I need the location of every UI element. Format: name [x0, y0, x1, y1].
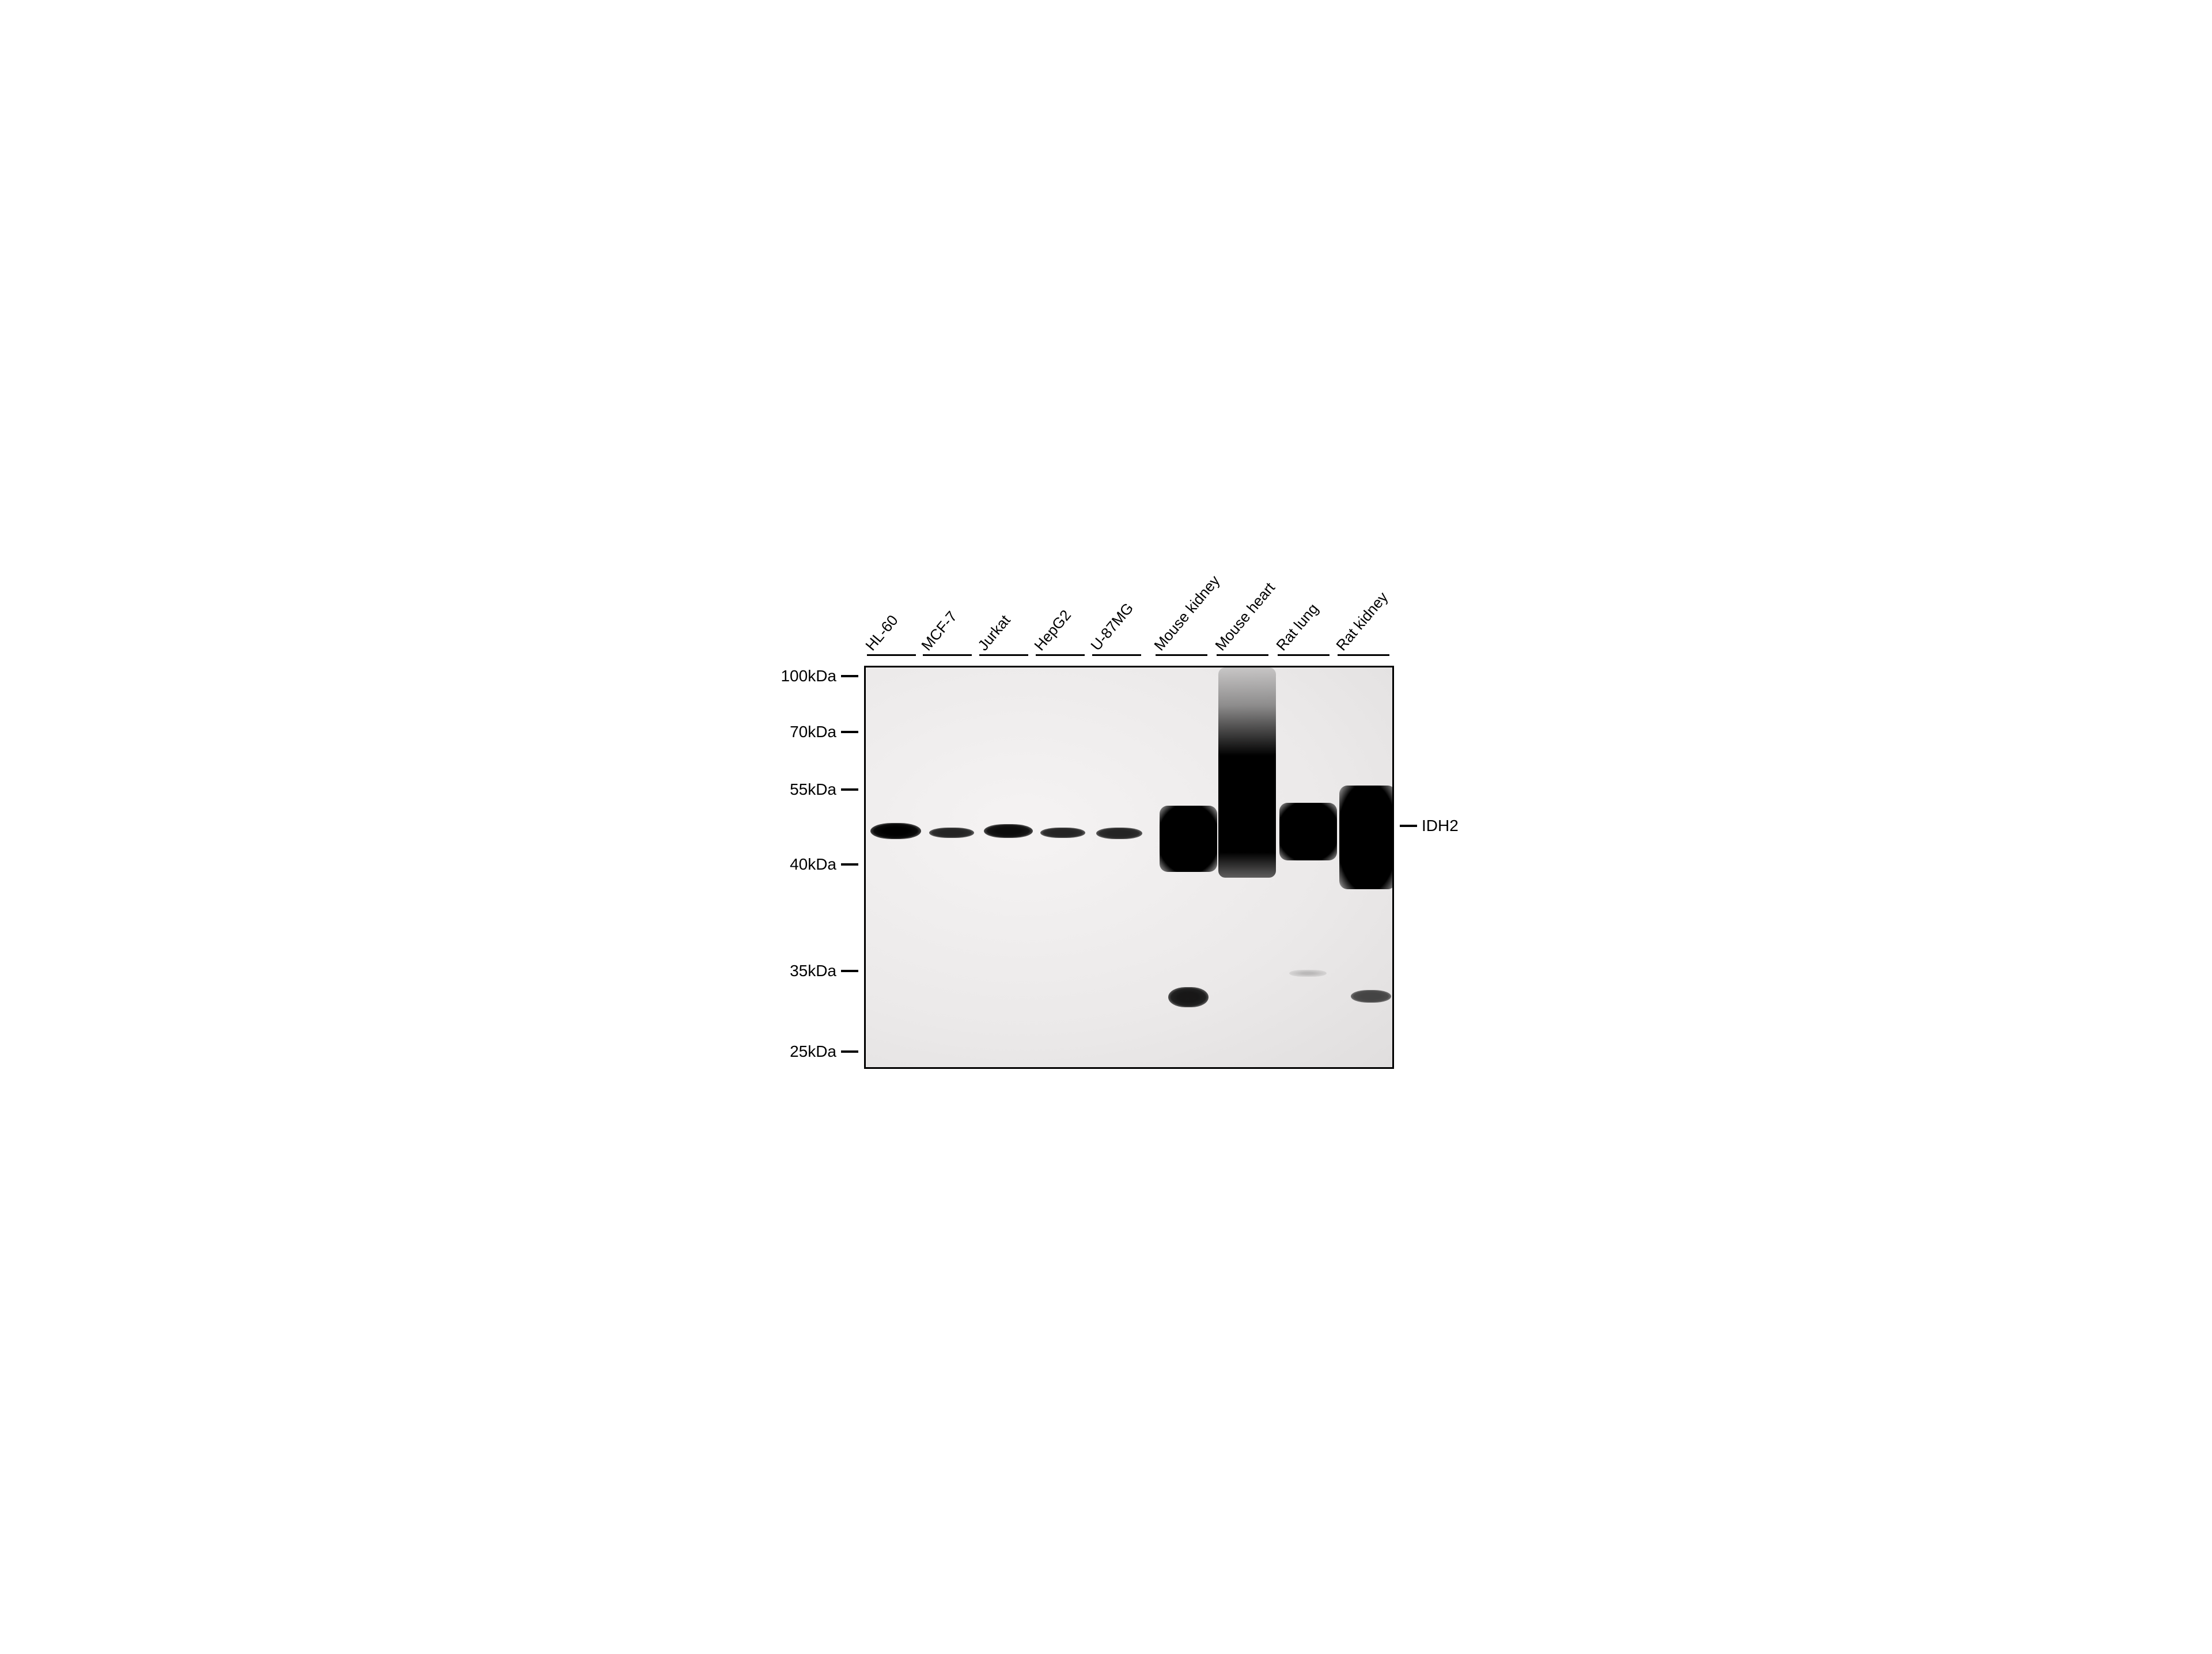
protein-band [984, 824, 1033, 838]
lane-underlines-row [864, 654, 1394, 660]
lane-label: U-87MG [1087, 600, 1137, 654]
protein-label: IDH2 [1400, 817, 1459, 835]
mw-marker-text: 70kDa [790, 723, 836, 741]
mw-marker: 40kDa [755, 855, 858, 874]
mw-marker: 25kDa [755, 1042, 858, 1061]
lane-underline [923, 654, 972, 656]
protein-band [1096, 828, 1142, 839]
lane-label: Jurkat [974, 612, 1014, 654]
protein-band [870, 823, 921, 839]
mw-tick [841, 1050, 858, 1053]
protein-band [929, 828, 974, 838]
lane-label: MCF-7 [918, 608, 961, 654]
lane-underline [1278, 654, 1330, 656]
protein-band [1289, 970, 1327, 977]
lane-underline [1156, 654, 1207, 656]
lane-underline [1217, 654, 1268, 656]
lane-label: HL-60 [862, 612, 902, 654]
protein-band [1339, 786, 1394, 889]
protein-band [1351, 990, 1391, 1003]
mw-tick [841, 675, 858, 677]
protein-label-text: IDH2 [1422, 817, 1459, 835]
mw-marker: 35kDa [755, 962, 858, 980]
lane-label: Rat lung [1272, 600, 1322, 654]
lane-label: Mouse heart [1211, 579, 1279, 654]
protein-band [1160, 806, 1217, 872]
protein-band [1168, 987, 1209, 1007]
mw-marker-text: 25kDa [790, 1042, 836, 1061]
lane-label: Rat kidney [1332, 589, 1392, 654]
mw-tick [841, 731, 858, 733]
mw-marker: 100kDa [755, 667, 858, 685]
protein-band [1279, 803, 1337, 860]
mw-marker: 55kDa [755, 780, 858, 799]
mw-marker-text: 35kDa [790, 962, 836, 980]
mw-tick [841, 863, 858, 866]
blot-membrane-image [864, 666, 1394, 1069]
protein-band [1040, 828, 1085, 838]
lane-underline [979, 654, 1028, 656]
lane-underline [1338, 654, 1389, 656]
film-background [866, 667, 1392, 1067]
western-blot-figure: HL-60MCF-7JurkatHepG2U-87MGMouse kidneyM… [760, 568, 1452, 1086]
lane-label: HepG2 [1031, 606, 1075, 654]
mw-tick [841, 788, 858, 791]
lane-underline [867, 654, 916, 656]
mw-marker: 70kDa [755, 723, 858, 741]
protein-band [1218, 667, 1276, 878]
lane-underline [1036, 654, 1085, 656]
protein-tick [1400, 825, 1417, 827]
lane-underline [1092, 654, 1141, 656]
mw-marker-text: 55kDa [790, 780, 836, 799]
mw-marker-text: 100kDa [781, 667, 836, 685]
mw-tick [841, 970, 858, 972]
mw-marker-text: 40kDa [790, 855, 836, 874]
lane-labels-row: HL-60MCF-7JurkatHepG2U-87MGMouse kidneyM… [864, 568, 1394, 654]
